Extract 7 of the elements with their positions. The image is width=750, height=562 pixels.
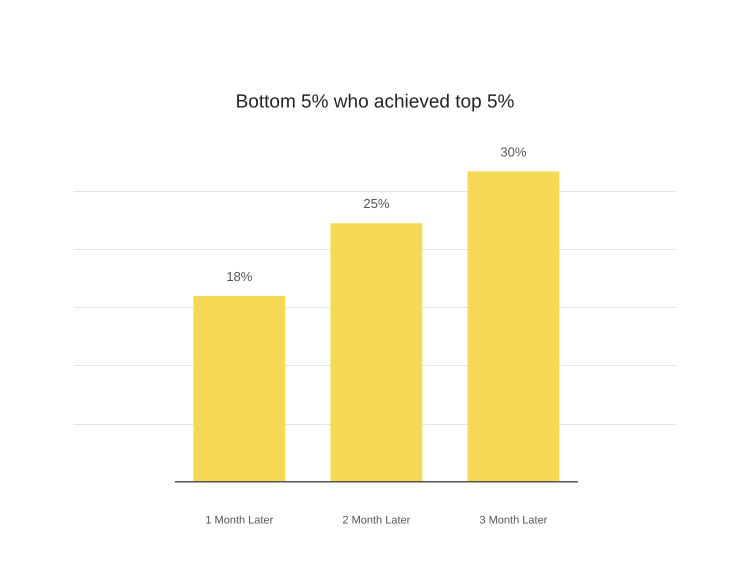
data-label: 30%	[500, 144, 527, 160]
data-label: 25%	[363, 196, 390, 212]
chart-title: Bottom 5% who achieved top 5%	[236, 92, 515, 112]
x-tick-label: 1 Month Later	[205, 514, 274, 526]
x-tick-label: 2 Month Later	[342, 514, 411, 526]
x-tick-label: 3 Month Later	[479, 514, 548, 526]
data-label: 18%	[226, 268, 253, 284]
